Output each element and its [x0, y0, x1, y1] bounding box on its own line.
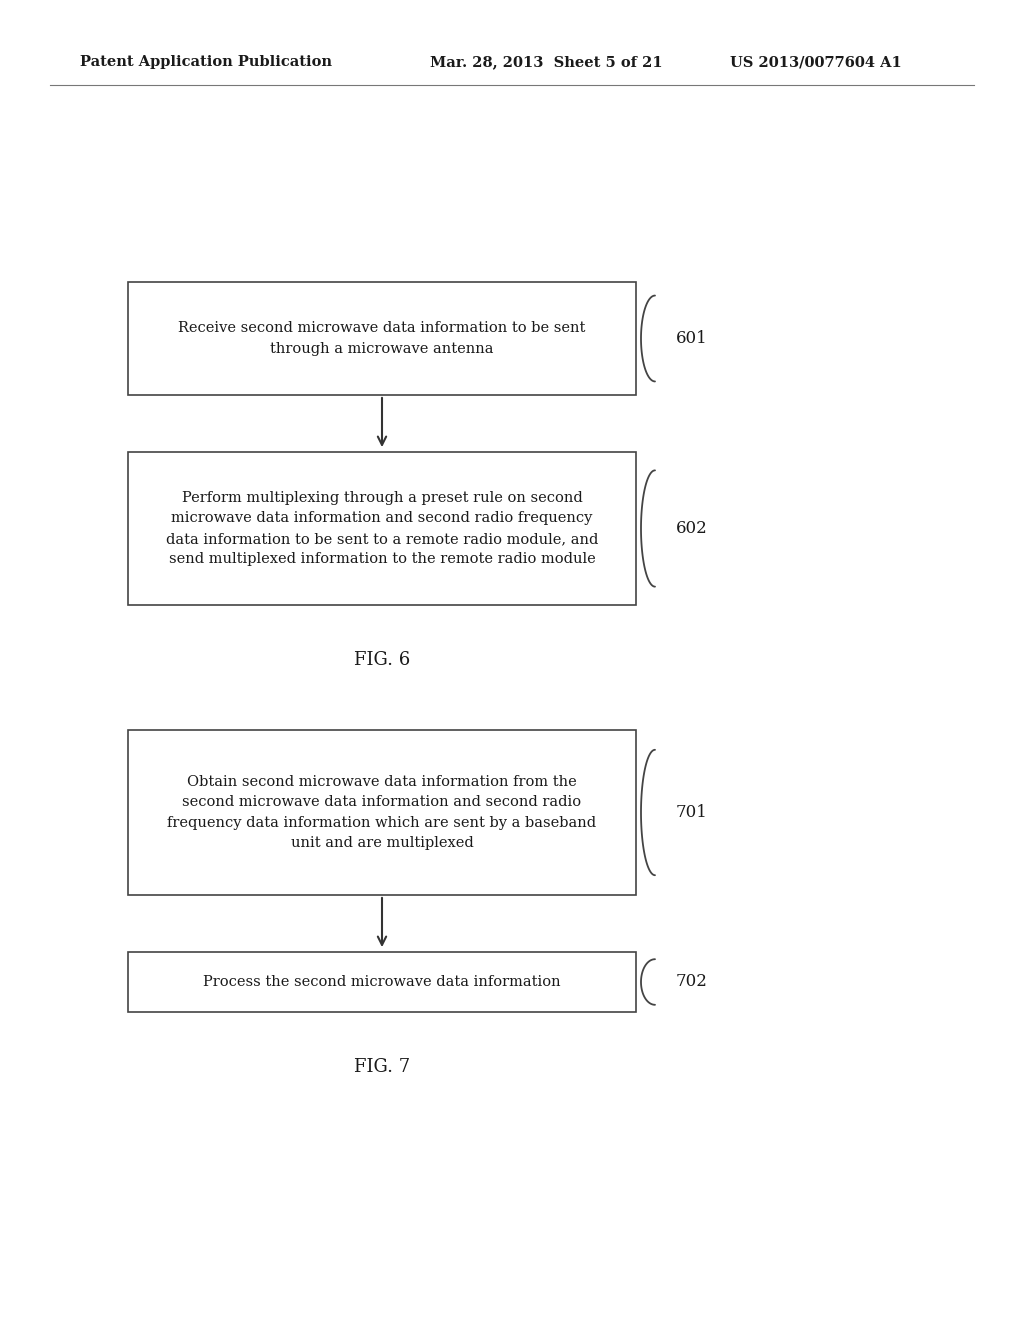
Text: US 2013/0077604 A1: US 2013/0077604 A1 — [730, 55, 902, 69]
Text: Patent Application Publication: Patent Application Publication — [80, 55, 332, 69]
Bar — [128, 451, 636, 605]
Text: 702: 702 — [676, 974, 708, 990]
Text: Process the second microwave data information: Process the second microwave data inform… — [203, 975, 561, 989]
Bar — [128, 952, 636, 1012]
Text: 701: 701 — [676, 804, 708, 821]
Text: 602: 602 — [676, 520, 708, 537]
Text: FIG. 7: FIG. 7 — [354, 1059, 410, 1076]
Text: Obtain second microwave data information from the
second microwave data informat: Obtain second microwave data information… — [168, 775, 597, 850]
Bar — [128, 282, 636, 395]
Text: Mar. 28, 2013  Sheet 5 of 21: Mar. 28, 2013 Sheet 5 of 21 — [430, 55, 663, 69]
Text: Perform multiplexing through a preset rule on second
microwave data information : Perform multiplexing through a preset ru… — [166, 491, 598, 566]
Bar — [128, 730, 636, 895]
Text: FIG. 6: FIG. 6 — [354, 651, 411, 669]
Text: Receive second microwave data information to be sent
through a microwave antenna: Receive second microwave data informatio… — [178, 321, 586, 356]
Text: 601: 601 — [676, 330, 708, 347]
